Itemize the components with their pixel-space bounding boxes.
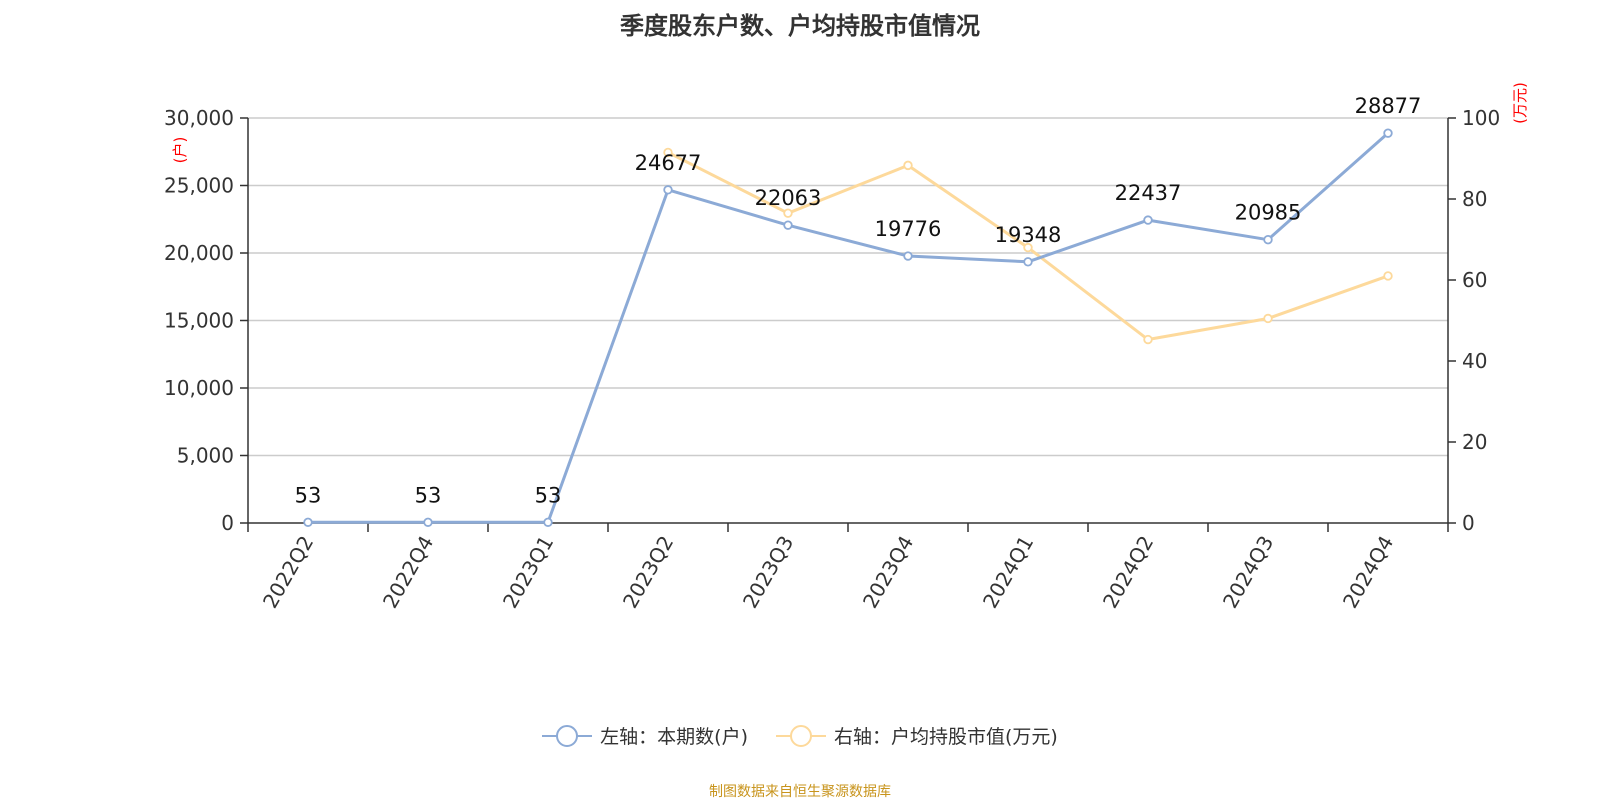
data-point-right [1263,313,1273,324]
x-tick-label: 2023Q1 [498,532,558,613]
data-label: 53 [535,483,562,507]
data-point-left [663,185,673,195]
x-tick-label: 2022Q4 [378,532,438,613]
y-right-unit-label: (万元) [1511,82,1529,124]
data-point-left [1383,128,1393,138]
legend-item-right-axis[interactable]: 右轴：户均持股市值(万元) [776,722,1058,749]
y-left-tick-label: 5,000 [177,444,234,468]
data-point-left [423,517,433,527]
data-label: 53 [295,483,322,507]
data-point-right [783,208,793,218]
data-point-right [1023,242,1033,253]
axes: 0 5,000 10,000 15,000 20,000 25,000 30,000 0 20 4… [164,82,1529,612]
data-label: 28877 [1355,94,1422,118]
x-tick-label: 2023Q4 [858,532,918,613]
data-label: 24677 [635,151,702,175]
x-tick-label: 2023Q3 [738,532,798,613]
data-point-right [1383,271,1393,281]
data-label: 19776 [875,217,942,241]
y-left-tick-label: 15,000 [164,309,234,333]
data-point-left [1263,235,1273,245]
grid-lines [248,117,1448,457]
y-left-tick-label: 10,000 [164,376,234,400]
data-label: 20985 [1235,201,1302,225]
y-left-tick-label: 30,000 [164,106,234,130]
y-right-tick-label: 20 [1462,430,1487,454]
y-right-tick-label: 0 [1462,511,1475,535]
x-tick-label: 2024Q2 [1098,532,1158,613]
data-point-left [303,517,313,527]
data-point-left [783,220,793,230]
legend: 左轴：本期数(户) 右轴：户均持股市值(万元) [0,722,1600,749]
data-label: 22063 [755,186,822,210]
y-right-tick-label: 40 [1462,349,1487,373]
legend-line-circle-icon [776,724,826,748]
data-point-left [1023,257,1033,267]
y-left-tick-label: 25,000 [164,174,234,198]
y-right-tick-label: 60 [1462,268,1487,292]
series-layer [303,128,1393,527]
y-left-unit-label: (户) [171,137,189,164]
x-tick-label: 2024Q1 [978,532,1038,613]
x-tick-label: 2024Q3 [1218,532,1278,613]
legend-line-circle-icon [542,724,593,748]
data-point-left [1143,215,1153,225]
y-left-tick-label: 20,000 [164,241,234,265]
data-point-right [903,160,913,171]
legend-label-left-axis: 左轴：本期数(户) [600,726,748,748]
x-tick-label: 2024Q4 [1338,532,1398,613]
x-tick-label: 2023Q2 [618,532,678,613]
x-tick-label: 2022Q2 [258,532,318,613]
data-label: 53 [415,483,442,507]
data-label: 22437 [1115,181,1182,205]
series-line-left [308,132,1389,524]
data-labels: 53 53 53 24677 22063 19776 19348 22437 20985 2887… [295,94,1422,507]
data-point-right [1143,334,1153,345]
data-point-left [543,517,553,527]
legend-item-left-axis[interactable]: 左轴：本期数(户) [542,722,748,749]
y-right-tick-label: 100 [1462,106,1500,130]
chart-title: 季度股东户数、户均持股市值情况 [620,12,980,40]
data-point-left [903,251,913,261]
y-right-tick-label: 80 [1462,187,1487,211]
source-note: 制图数据来自恒生聚源数据库 [709,784,891,800]
data-label: 19348 [995,223,1062,247]
legend-label-right-axis: 右轴：户均持股市值(万元) [834,726,1058,748]
y-left-tick-label: 0 [221,511,234,535]
data-point-right [663,147,673,158]
